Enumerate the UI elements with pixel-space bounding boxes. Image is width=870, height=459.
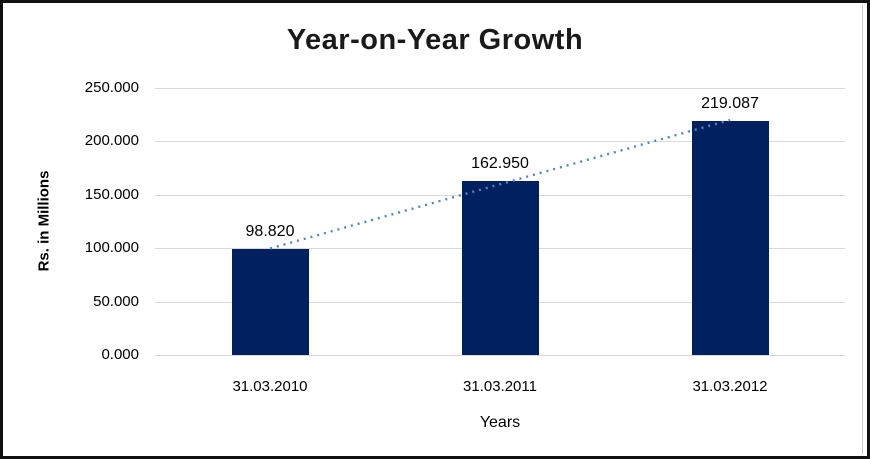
- chart-inner-border: [862, 5, 863, 454]
- y-tick-label: 150.000: [84, 185, 139, 203]
- y-tick-label: 100.000: [84, 239, 139, 257]
- y-tick-label: 200.000: [84, 132, 139, 150]
- gridline: [155, 141, 845, 143]
- y-tick-label: 50.000: [93, 292, 139, 310]
- x-tick-label: 31.03.2010: [232, 378, 308, 395]
- gridline: [155, 88, 845, 89]
- x-tick-label: 31.03.2012: [692, 378, 768, 395]
- bar-value-label: 98.820: [245, 223, 295, 241]
- bar-value-label: 219.087: [701, 95, 759, 112]
- y-tick-label: 250.000: [84, 79, 139, 96]
- x-axis-title: Years: [479, 414, 521, 431]
- bar-31.03.2011: [461, 180, 539, 355]
- y-tick-label: 0.000: [101, 346, 139, 363]
- bar-value-label: 162.950: [471, 154, 529, 172]
- trendline: [269, 118, 731, 250]
- plot-area: [155, 88, 845, 356]
- gridline: [155, 355, 845, 356]
- x-tick-label: 31.03.2011: [463, 378, 537, 395]
- bar-31.03.2012: [691, 121, 769, 355]
- chart-title: Year-on-Year Growth: [286, 24, 584, 56]
- bar-31.03.2010: [231, 249, 309, 355]
